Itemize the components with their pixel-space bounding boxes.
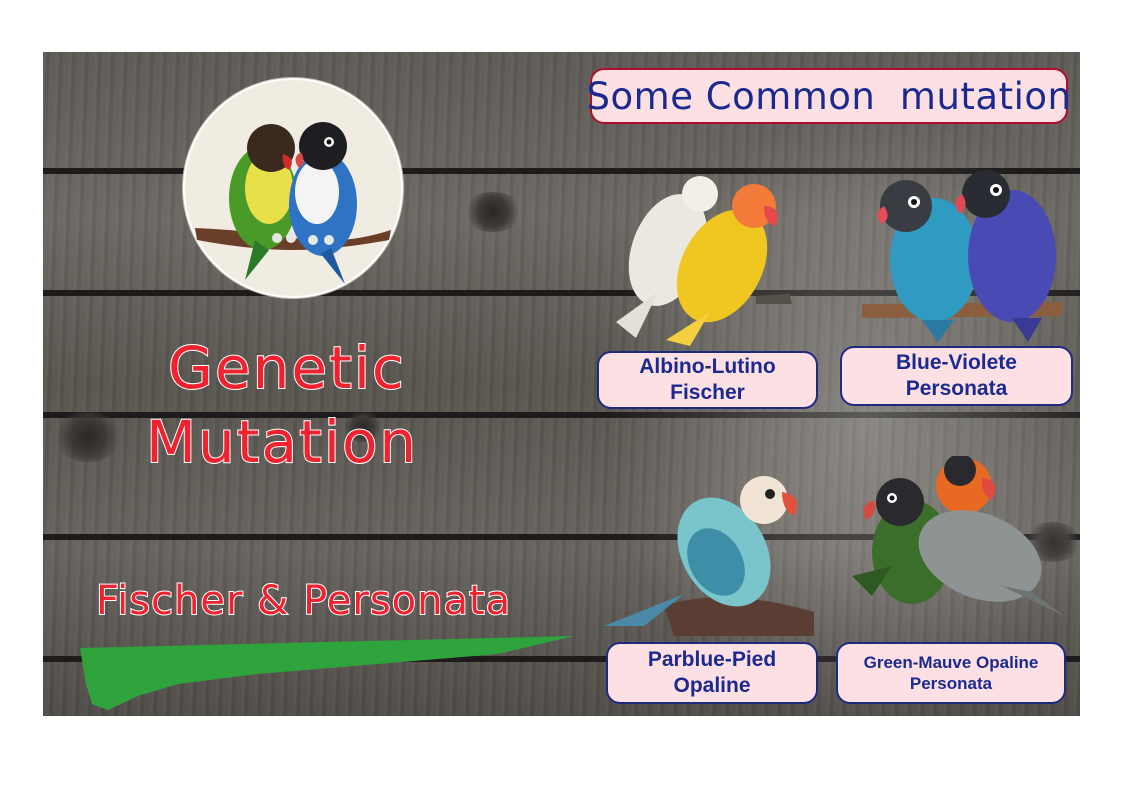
- wood-knot: [343, 412, 383, 442]
- species-subtitle: Fischer & Personata: [95, 577, 512, 625]
- label-line: Personata: [909, 674, 993, 693]
- blue-violete-personata-photo: [862, 170, 1062, 342]
- parblue-pied-opaline-photo: [604, 476, 814, 636]
- label-parblue-pied-opaline: Parblue-Pied Opaline: [606, 642, 818, 704]
- title-banner: Some Common mutation: [587, 68, 1071, 124]
- label-line: Fischer: [670, 381, 745, 404]
- label-line: Blue-Violete: [896, 350, 1017, 374]
- label-line: Albino-Lutino: [639, 354, 776, 378]
- title-text: Some Common mutation: [586, 74, 1072, 118]
- green-mauve-opaline-personata-photo: [852, 456, 1064, 616]
- label-line: Personata: [905, 377, 1008, 400]
- label-green-mauve-opaline-personata: Green-Mauve Opaline Personata: [836, 642, 1066, 704]
- headline-mutation: Mutation: [145, 407, 419, 477]
- label-blue-violete-personata: Blue-Violete Personata: [840, 346, 1073, 406]
- wood-knot: [463, 192, 523, 232]
- headline-genetic: Genetic: [167, 333, 406, 403]
- label-line: Parblue-Pied: [647, 647, 777, 671]
- label-albino-lutino-fischer: Albino-Lutino Fischer: [597, 351, 818, 409]
- label-line: Green-Mauve Opaline: [863, 652, 1039, 672]
- label-line: Opaline: [673, 674, 751, 697]
- albino-lutino-fischer-photo: [616, 176, 792, 346]
- wood-knot: [53, 412, 123, 462]
- lovebird-pair-logo: [183, 78, 403, 298]
- brush-underline: [80, 636, 574, 710]
- lovebird-pair-icon: [195, 122, 391, 284]
